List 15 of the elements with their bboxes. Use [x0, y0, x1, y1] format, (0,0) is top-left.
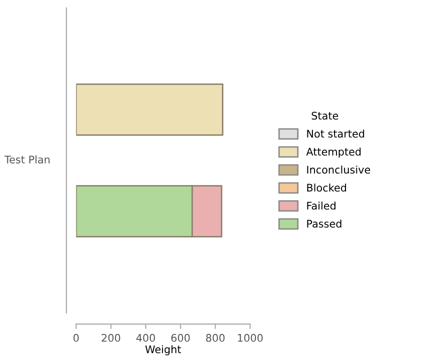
x-tick-label: 400: [136, 334, 155, 342]
legend-label: Not started: [307, 130, 364, 138]
legend-label: Attempted: [306, 148, 361, 158]
x-tick-label: 0: [74, 334, 79, 342]
legend-title: State: [312, 112, 338, 120]
y-axis-title: Test Plan: [4, 155, 50, 164]
x-tick-label: 600: [171, 334, 190, 342]
x-tick-label: 1000: [238, 334, 263, 342]
x-tick-label: 200: [102, 334, 120, 342]
legend-label: Passed: [307, 220, 342, 228]
legend-label: Inconclusive: [307, 166, 370, 174]
legend-label: Blocked: [307, 184, 346, 192]
x-tick-label: 800: [206, 334, 225, 342]
legend-label: Failed: [307, 202, 336, 210]
x-axis-title: Weight: [145, 345, 182, 356]
